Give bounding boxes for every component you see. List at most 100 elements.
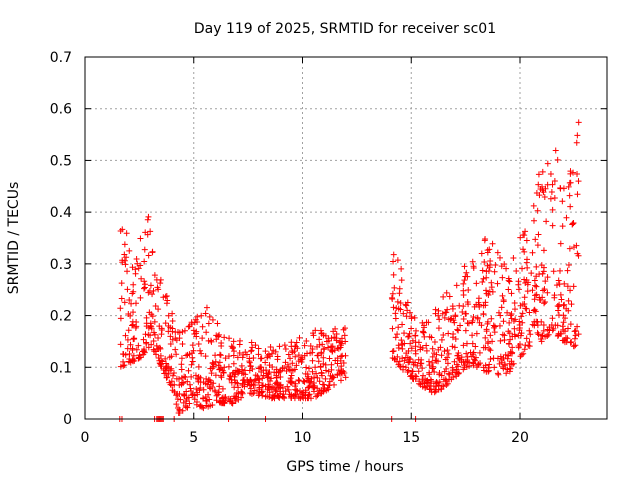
- data-point: [516, 341, 523, 348]
- data-point: [162, 355, 169, 362]
- data-point: [211, 387, 218, 394]
- data-point: [431, 389, 438, 396]
- data-point: [273, 366, 280, 373]
- data-point: [544, 326, 551, 333]
- data-point: [123, 230, 130, 237]
- data-point: [255, 345, 262, 352]
- data-point: [246, 367, 253, 374]
- data-point: [216, 351, 223, 358]
- data-point: [222, 393, 229, 400]
- data-point: [561, 328, 568, 335]
- data-point: [176, 382, 183, 389]
- data-point: [218, 342, 225, 349]
- data-point: [415, 339, 422, 346]
- data-point: [409, 368, 416, 375]
- data-point: [221, 334, 228, 341]
- data-point: [544, 160, 551, 167]
- data-point: [295, 352, 302, 359]
- data-point: [279, 365, 286, 372]
- data-point: [248, 390, 255, 397]
- data-point: [485, 291, 492, 298]
- data-point: [266, 378, 273, 385]
- data-point: [340, 360, 347, 367]
- data-point: [133, 346, 140, 353]
- data-point: [133, 255, 140, 262]
- data-point: [484, 320, 491, 327]
- data-point: [151, 318, 158, 325]
- data-point: [570, 283, 577, 290]
- data-point: [263, 370, 270, 377]
- data-point: [334, 355, 341, 362]
- data-point: [497, 312, 504, 319]
- data-point: [172, 346, 179, 353]
- data-point: [574, 250, 581, 257]
- data-point: [567, 203, 574, 210]
- data-point: [446, 293, 453, 300]
- data-point: [176, 329, 183, 336]
- data-point: [157, 345, 164, 352]
- data-point: [173, 351, 180, 358]
- data-point: [569, 221, 576, 228]
- data-point: [507, 336, 514, 343]
- data-point: [143, 314, 150, 321]
- data-point: [118, 295, 125, 302]
- data-point: [511, 306, 518, 313]
- data-point: [567, 168, 574, 175]
- data-point: [318, 372, 325, 379]
- data-point: [327, 346, 334, 353]
- data-point: [533, 273, 540, 280]
- data-point: [566, 192, 573, 199]
- data-point: [571, 328, 578, 335]
- data-point: [175, 410, 182, 417]
- data-point: [543, 218, 550, 225]
- data-point: [212, 372, 219, 379]
- data-point: [154, 284, 161, 291]
- data-point: [535, 331, 542, 338]
- data-point: [252, 372, 259, 379]
- data-point: [482, 344, 489, 351]
- data-point: [230, 369, 237, 376]
- data-point: [470, 313, 477, 320]
- data-point: [147, 282, 154, 289]
- data-point: [453, 282, 460, 289]
- data-point: [179, 340, 186, 347]
- data-point: [280, 394, 287, 401]
- data-point: [564, 325, 571, 332]
- data-point: [312, 364, 319, 371]
- x-tick-label: 5: [189, 430, 198, 446]
- data-point: [414, 362, 421, 369]
- data-point: [445, 370, 452, 377]
- data-point: [464, 320, 471, 327]
- data-point: [488, 279, 495, 286]
- data-point: [338, 369, 345, 376]
- data-point: [469, 340, 476, 347]
- data-point: [390, 258, 397, 265]
- data-point: [209, 316, 216, 323]
- data-point: [120, 351, 127, 358]
- data-point: [574, 132, 581, 139]
- data-point: [436, 378, 443, 385]
- data-point: [229, 370, 236, 377]
- data-point: [404, 354, 411, 361]
- data-point: [302, 392, 309, 399]
- data-point: [522, 342, 529, 349]
- data-point: [184, 378, 191, 385]
- data-point: [168, 353, 175, 360]
- data-point: [157, 280, 164, 287]
- data-point: [129, 322, 136, 329]
- data-point: [476, 319, 483, 326]
- data-point: [520, 246, 527, 253]
- data-point: [157, 362, 164, 369]
- data-point: [494, 249, 501, 256]
- data-point: [231, 395, 238, 402]
- data-point: [334, 360, 341, 367]
- data-point: [212, 358, 219, 365]
- data-point: [397, 306, 404, 313]
- data-point: [118, 280, 125, 287]
- data-point: [572, 327, 579, 334]
- data-point: [315, 358, 322, 365]
- data-point: [522, 305, 529, 312]
- data-point: [136, 352, 143, 359]
- data-point: [517, 332, 524, 339]
